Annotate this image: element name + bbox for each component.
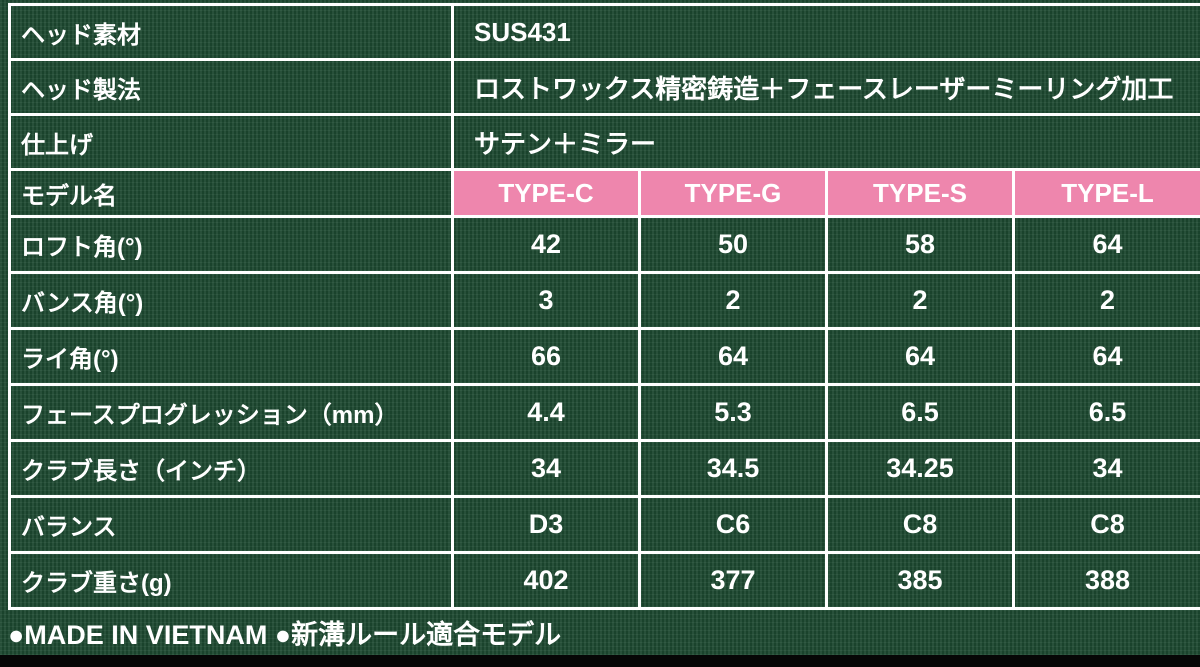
row-label-club-length: クラブ長さ（インチ）: [8, 439, 454, 498]
data-cell: D3: [451, 495, 641, 554]
data-cell: 6.5: [1011, 383, 1200, 442]
row-label-club-weight: クラブ重さ(g): [8, 551, 454, 610]
model-header-type-c: TYPE-C: [451, 168, 641, 218]
data-cell: C8: [825, 495, 1015, 554]
model-header-type-s: TYPE-S: [825, 168, 1015, 218]
data-cell: 34: [451, 439, 641, 498]
model-header-type-l: TYPE-L: [1011, 168, 1200, 218]
data-cell: 3: [451, 271, 641, 330]
data-cell: 64: [638, 327, 828, 386]
data-cell: 402: [451, 551, 641, 610]
row-label-face-progression: フェースプログレッション（mm）: [8, 383, 454, 442]
table-row: クラブ長さ（インチ） 34 34.5 34.25 34: [8, 439, 1200, 498]
data-cell: 5.3: [638, 383, 828, 442]
data-cell: 50: [638, 215, 828, 274]
model-row-label: モデル名: [8, 168, 454, 218]
data-cell: 42: [451, 215, 641, 274]
row-label-bounce: バンス角(°): [8, 271, 454, 330]
data-cell: C6: [638, 495, 828, 554]
table-row: フェースプログレッション（mm） 4.4 5.3 6.5 6.5: [8, 383, 1200, 442]
data-cell: 385: [825, 551, 1015, 610]
row-label-loft: ロフト角(°): [8, 215, 454, 274]
bottom-black-bar: [0, 655, 1200, 667]
table-row: ロフト角(°) 42 50 58 64: [8, 215, 1200, 274]
spec-label-finish: 仕上げ: [8, 113, 454, 171]
spec-table: ヘッド素材 SUS431 ヘッド製法 ロストワックス精密鋳造＋フェースレーザーミ…: [8, 3, 1200, 610]
model-header-type-g: TYPE-G: [638, 168, 828, 218]
row-label-lie: ライ角(°): [8, 327, 454, 386]
data-cell: 377: [638, 551, 828, 610]
data-cell: 64: [1011, 327, 1200, 386]
table-row: クラブ重さ(g) 402 377 385 388: [8, 551, 1200, 610]
table-row: ライ角(°) 66 64 64 64: [8, 327, 1200, 386]
spec-label-head-material: ヘッド素材: [8, 3, 454, 61]
spec-label-head-method: ヘッド製法: [8, 58, 454, 116]
table-row: バランス D3 C6 C8 C8: [8, 495, 1200, 554]
data-cell: 2: [1011, 271, 1200, 330]
footer-note: ●MADE IN VIETNAM ●新溝ルール適合モデル: [8, 620, 562, 650]
row-label-balance: バランス: [8, 495, 454, 554]
spec-value-head-material: SUS431: [450, 3, 1200, 61]
table-row-model: モデル名 TYPE-C TYPE-G TYPE-S TYPE-L: [8, 168, 1200, 218]
data-cell: 34.5: [638, 439, 828, 498]
data-cell: 388: [1011, 551, 1200, 610]
data-cell: 66: [451, 327, 641, 386]
data-cell: 2: [825, 271, 1015, 330]
table-row: バンス角(°) 3 2 2 2: [8, 271, 1200, 330]
data-cell: 4.4: [451, 383, 641, 442]
data-cell: 34: [1011, 439, 1200, 498]
data-cell: 64: [1011, 215, 1200, 274]
spec-value-finish: サテン＋ミラー: [450, 113, 1200, 171]
table-row: 仕上げ サテン＋ミラー: [8, 113, 1200, 171]
data-cell: 2: [638, 271, 828, 330]
spec-value-head-method: ロストワックス精密鋳造＋フェースレーザーミーリング加工: [450, 58, 1200, 116]
data-cell: 34.25: [825, 439, 1015, 498]
data-cell: 58: [825, 215, 1015, 274]
table-row: ヘッド製法 ロストワックス精密鋳造＋フェースレーザーミーリング加工: [8, 58, 1200, 116]
data-cell: 6.5: [825, 383, 1015, 442]
table-row: ヘッド素材 SUS431: [8, 3, 1200, 61]
data-cell: 64: [825, 327, 1015, 386]
data-cell: C8: [1011, 495, 1200, 554]
